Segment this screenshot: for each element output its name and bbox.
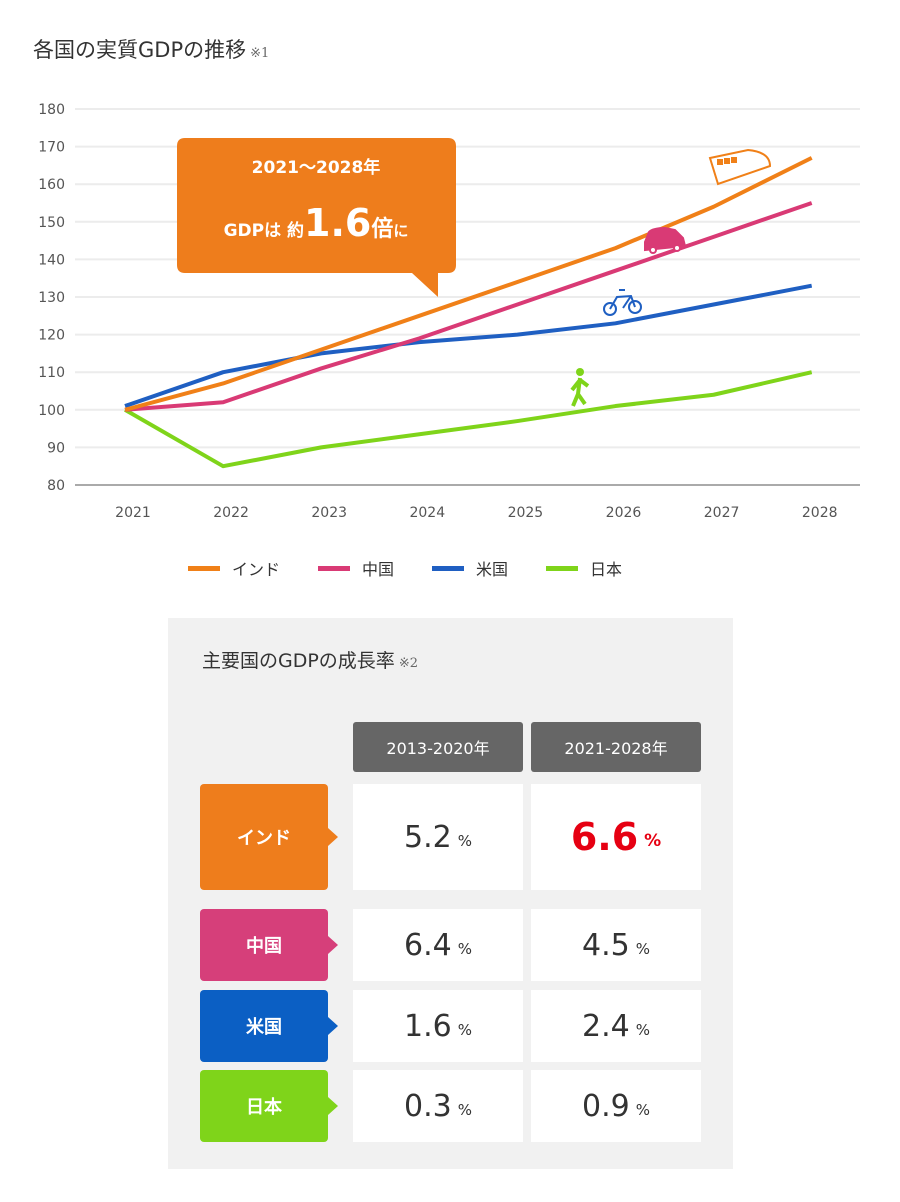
series-line-中国 — [124, 201, 813, 412]
legend-item: 米国 — [432, 556, 508, 580]
rate-unit: % — [635, 1021, 650, 1039]
growth-rate-cell: 6.4% — [353, 909, 523, 981]
y-tick-label: 80 — [47, 478, 65, 494]
rate-value: 1.6 — [404, 1008, 452, 1044]
growth-rate-cell: 1.6% — [353, 990, 523, 1062]
y-tick-label: 100 — [38, 403, 65, 419]
growth-rate-cell: 2.4% — [531, 990, 701, 1062]
legend-label: 米国 — [476, 560, 509, 579]
country-label: 中国 — [200, 909, 338, 981]
legend-item: 中国 — [318, 556, 394, 580]
rate-value: 5.2 — [404, 819, 452, 855]
x-tick-label: 2026 — [606, 505, 642, 521]
growth-rate-cell: 6.6% — [531, 784, 701, 890]
rate-value: 0.3 — [404, 1088, 452, 1124]
car-icon — [644, 226, 687, 254]
rate-value: 2.4 — [582, 1008, 630, 1044]
country-label: インド — [200, 784, 338, 890]
legend-swatch — [432, 565, 465, 571]
x-tick-label: 2022 — [213, 505, 249, 521]
rate-unit: % — [635, 940, 650, 958]
table-title: 主要国のGDPの成長率 ※2 — [202, 646, 418, 673]
legend-swatch — [546, 565, 579, 571]
bullet-train-icon — [708, 148, 772, 186]
x-tick-label: 2028 — [802, 505, 838, 521]
rate-unit: % — [457, 1101, 472, 1119]
legend-label: 中国 — [362, 560, 395, 579]
country-label: 米国 — [200, 990, 338, 1062]
growth-rate-cell: 4.5% — [531, 909, 701, 981]
rate-value: 0.9 — [582, 1088, 630, 1124]
table-note: ※2 — [398, 656, 418, 671]
legend-item: 日本 — [546, 556, 622, 580]
rate-unit: % — [635, 1101, 650, 1119]
y-tick-label: 120 — [38, 328, 65, 344]
growth-rate-panel: 主要国のGDPの成長率 ※2 2013-2020年 2021-2028年 インド 5… — [168, 618, 733, 1169]
callout-bubble — [177, 138, 456, 297]
callout-period: 2021～2028年 — [252, 157, 381, 178]
legend-swatch — [318, 565, 351, 571]
x-tick-label: 2027 — [704, 505, 740, 521]
x-tick-label: 2021 — [115, 505, 151, 521]
y-tick-label: 130 — [38, 290, 65, 306]
chart-title-text: 各国の実質GDPの推移 — [33, 38, 247, 62]
y-tick-label: 150 — [38, 215, 65, 231]
legend-swatch — [188, 565, 220, 571]
callout-text: GDPは 約1.6倍に — [224, 201, 409, 245]
legend-label: インド — [232, 560, 281, 579]
header-2013-2020: 2013-2020年 — [353, 722, 523, 772]
y-tick-label: 140 — [38, 252, 65, 268]
table-title-text: 主要国のGDPの成長率 — [202, 650, 395, 672]
country-label: 日本 — [200, 1070, 338, 1142]
y-tick-label: 110 — [38, 365, 65, 381]
y-tick-label: 170 — [38, 140, 65, 156]
header-2021-2028: 2021-2028年 — [531, 722, 701, 772]
line-chart: 80 90 100 110 120 130 140 150 160 170 180 2021 2022 2… — [38, 102, 860, 521]
walking-person-icon — [570, 368, 590, 407]
rate-value: 6.6 — [570, 815, 639, 859]
chart-title: 各国の実質GDPの推移 ※1 — [33, 34, 269, 64]
legend-label: 日本 — [590, 560, 623, 579]
legend-item: インド — [188, 556, 280, 580]
y-tick-label: 160 — [38, 177, 65, 193]
series-line-米国 — [124, 283, 813, 408]
growth-rate-cell: 5.2% — [353, 784, 523, 890]
x-tick-label: 2025 — [508, 505, 544, 521]
series-line-日本 — [124, 370, 813, 469]
rate-unit: % — [457, 1021, 472, 1039]
growth-rate-cell: 0.9% — [531, 1070, 701, 1142]
rate-unit: % — [457, 832, 472, 850]
rate-unit: % — [457, 940, 472, 958]
x-tick-label: 2024 — [409, 505, 445, 521]
x-tick-label: 2023 — [311, 505, 347, 521]
y-tick-label: 90 — [47, 440, 65, 456]
series-line-インド — [124, 156, 813, 412]
rate-unit: % — [644, 831, 662, 851]
chart-note: ※1 — [250, 46, 270, 61]
rate-value: 4.5 — [582, 927, 630, 963]
rate-value: 6.4 — [404, 927, 452, 963]
y-tick-label: 180 — [38, 102, 65, 118]
legend: インド 中国 米国 日本 — [188, 556, 622, 580]
bicycle-icon — [603, 289, 642, 316]
growth-rate-cell: 0.3% — [353, 1070, 523, 1142]
